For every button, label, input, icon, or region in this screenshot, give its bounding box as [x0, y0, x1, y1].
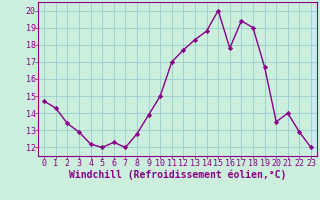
X-axis label: Windchill (Refroidissement éolien,°C): Windchill (Refroidissement éolien,°C)	[69, 169, 286, 180]
